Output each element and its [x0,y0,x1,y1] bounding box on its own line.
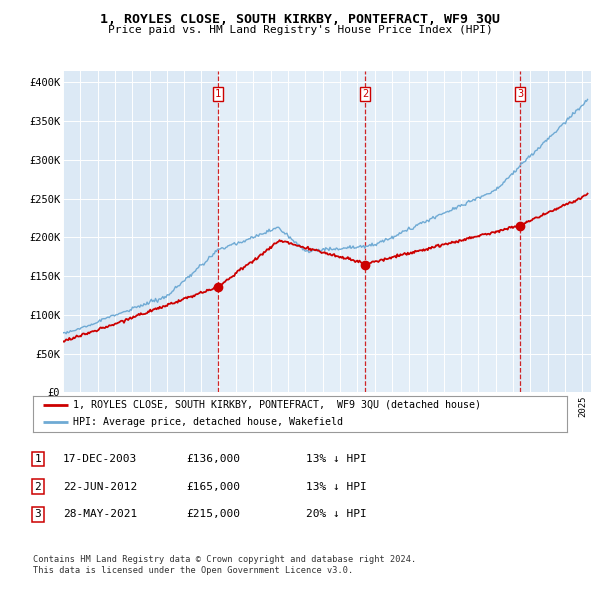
Text: 2: 2 [362,89,368,99]
Text: 1, ROYLES CLOSE, SOUTH KIRKBY, PONTEFRACT,  WF9 3QU (detached house): 1, ROYLES CLOSE, SOUTH KIRKBY, PONTEFRAC… [73,399,481,409]
Text: 17-DEC-2003: 17-DEC-2003 [63,454,137,464]
Text: 1: 1 [215,89,221,99]
Text: 28-MAY-2021: 28-MAY-2021 [63,510,137,519]
Text: Contains HM Land Registry data © Crown copyright and database right 2024.: Contains HM Land Registry data © Crown c… [33,555,416,563]
Text: 13% ↓ HPI: 13% ↓ HPI [306,482,367,491]
Text: 13% ↓ HPI: 13% ↓ HPI [306,454,367,464]
Text: 1: 1 [34,454,41,464]
Text: 2: 2 [34,482,41,491]
Text: £215,000: £215,000 [186,510,240,519]
Text: Price paid vs. HM Land Registry's House Price Index (HPI): Price paid vs. HM Land Registry's House … [107,25,493,35]
Text: £136,000: £136,000 [186,454,240,464]
Text: 3: 3 [34,510,41,519]
Text: £165,000: £165,000 [186,482,240,491]
Text: 1, ROYLES CLOSE, SOUTH KIRKBY, PONTEFRACT, WF9 3QU: 1, ROYLES CLOSE, SOUTH KIRKBY, PONTEFRAC… [100,13,500,26]
Text: HPI: Average price, detached house, Wakefield: HPI: Average price, detached house, Wake… [73,417,343,427]
Text: 3: 3 [517,89,523,99]
Text: 22-JUN-2012: 22-JUN-2012 [63,482,137,491]
Text: This data is licensed under the Open Government Licence v3.0.: This data is licensed under the Open Gov… [33,566,353,575]
Text: 20% ↓ HPI: 20% ↓ HPI [306,510,367,519]
Bar [218,71,520,392]
